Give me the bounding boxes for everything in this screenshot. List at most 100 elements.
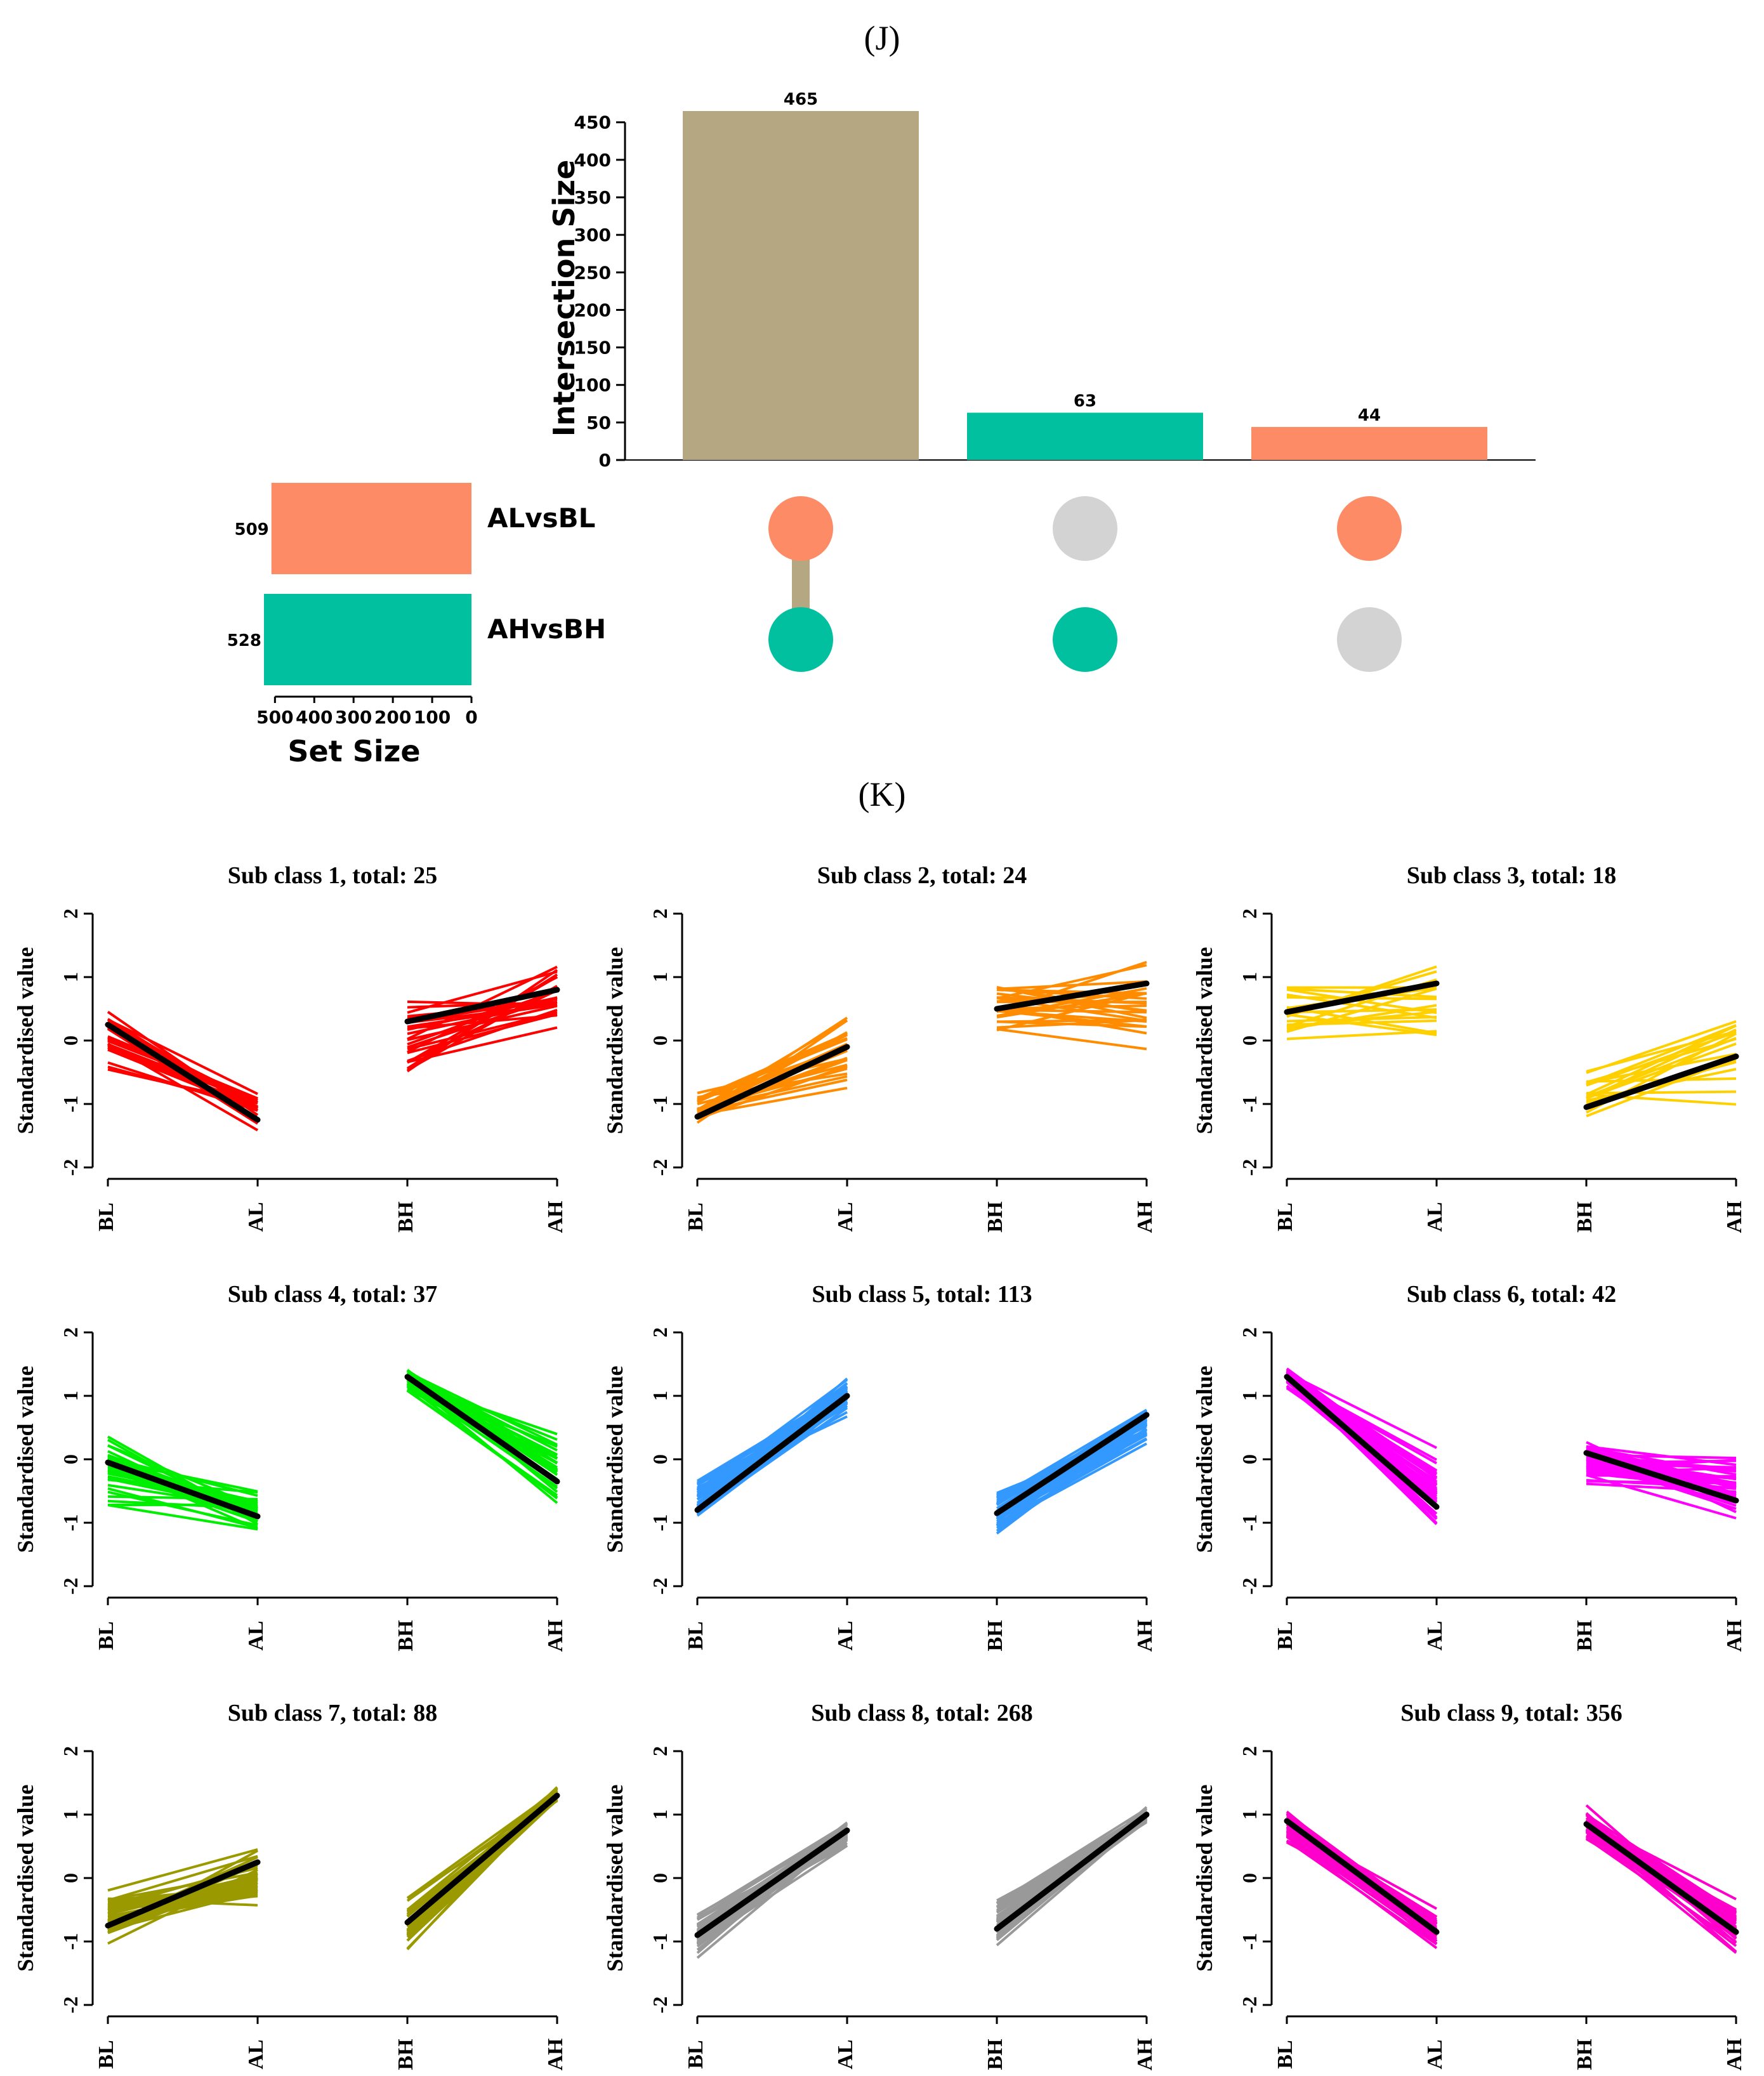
gene-profile-line (407, 1008, 558, 1063)
profile-y-tick-label: 1 (59, 972, 82, 982)
profile-y-tick-label: 2 (1238, 1327, 1261, 1337)
profile-x-tick-label: AL (1423, 1620, 1447, 1650)
profile-x-tick-label: BH (394, 2039, 418, 2070)
profile-x-tick-label: AH (1133, 1620, 1157, 1652)
profile-x-tick-label: AH (1723, 1620, 1746, 1652)
profile-y-tick-label: 1 (1238, 1810, 1261, 1820)
profile-y-tick-label: -2 (648, 1997, 671, 2014)
y-tick-label: 400 (574, 150, 611, 171)
gene-profile-line (406, 1799, 558, 1933)
profile-y-tick-label: -2 (1238, 1578, 1261, 1595)
bar-value-label: 44 (1358, 406, 1381, 425)
profile-x-tick-label: AL (834, 1620, 857, 1650)
mean-profile-line (404, 987, 560, 1025)
gene-profile-line (1286, 1369, 1438, 1501)
set-size-bar (271, 483, 471, 574)
set-size-tick-label: 500 (256, 707, 293, 728)
y-tick-label: 0 (599, 450, 611, 471)
profile-y-tick-label: 1 (1238, 1391, 1261, 1401)
subclass-title: Sub class 8, total: 268 (811, 1700, 1032, 1726)
profile-y-tick-label: 1 (1238, 972, 1261, 982)
gene-profile-line (1586, 1030, 1737, 1073)
gene-profile-line (996, 1812, 1148, 1905)
mean-profile-line (404, 1792, 560, 1926)
gene-profile-line (1286, 1004, 1437, 1031)
gene-profile-line (407, 985, 558, 1072)
y-tick-label: 200 (574, 299, 611, 320)
profile-y-tick-label: -1 (1238, 1096, 1261, 1113)
subclass-title: Sub class 3, total: 18 (1407, 862, 1616, 889)
profile-x-tick-label: BH (1573, 2039, 1596, 2070)
gene-profile-line (696, 1407, 848, 1514)
set-size-tick-label: 400 (296, 707, 332, 728)
set-size-tick-label: 200 (374, 707, 411, 728)
bar-value-label: 63 (1074, 391, 1096, 411)
membership-dot-inactive (1053, 496, 1117, 561)
gene-profile-line (696, 1823, 848, 1917)
profile-y-tick-label: 2 (1238, 1746, 1261, 1756)
mean-profile-line (994, 980, 1150, 1012)
gene-profile-line (107, 1478, 258, 1494)
gene-lines (696, 961, 1147, 1124)
mean-profile-line (1284, 980, 1440, 1015)
profile-y-axis-label: Standardised value (602, 1365, 628, 1553)
profile-y-tick-label: 2 (1238, 909, 1261, 919)
gene-profile-line (696, 1389, 848, 1482)
profile-x-tick-label: BL (684, 2040, 708, 2068)
mean-profile-line (1284, 1818, 1440, 1935)
gene-profile-line (996, 1027, 1147, 1051)
gene-profile-line (107, 1504, 258, 1531)
profile-y-tick-label: -2 (59, 1159, 82, 1176)
gene-profile-line (996, 992, 1147, 1032)
gene-profile-line (107, 1477, 258, 1511)
profile-x-tick-label: BL (1274, 1202, 1297, 1231)
profile-y-tick-label: 0 (1238, 1035, 1261, 1046)
gene-profile-line (406, 1787, 558, 1911)
profile-y-axis-label: Standardised value (1192, 947, 1217, 1134)
gene-profile-line (696, 1382, 848, 1498)
subclass-panel: Sub class 4, total: 37 -2 -1 0 1 2 Standardise… (13, 1281, 567, 1652)
profile-y-tick-label: -2 (59, 1997, 82, 2014)
gene-profile-line (107, 1848, 258, 1892)
y-axis-label: Intersection Size (547, 160, 581, 437)
gene-profile-line (1586, 1090, 1737, 1095)
profile-x-tick-label: AH (1723, 1201, 1746, 1233)
profile-y-tick-label: -2 (648, 1578, 671, 1595)
profile-y-axis-label: Standardised value (13, 1784, 38, 1971)
profile-x-tick-label: AH (1723, 2039, 1746, 2071)
gene-profile-line (996, 1437, 1147, 1520)
profile-y-tick-label: 1 (648, 972, 671, 982)
profile-x-tick-label: AL (834, 2039, 857, 2069)
profile-y-tick-label: 0 (648, 1454, 671, 1464)
profile-y-tick-label: -1 (59, 1096, 82, 1113)
profile-y-tick-label: -1 (648, 1096, 671, 1113)
gene-lines (1286, 965, 1737, 1117)
profile-y-axis-label: Standardised value (1192, 1365, 1217, 1553)
y-tick-label: 50 (586, 412, 611, 433)
profile-x-tick-label: AH (1133, 1201, 1157, 1233)
profile-x-tick-label: BL (95, 1202, 118, 1231)
profile-x-tick-label: AL (1423, 2039, 1447, 2069)
profile-x-tick-label: AL (244, 2039, 268, 2069)
gene-profile-line (1286, 1839, 1438, 1946)
set-size-value-label: 528 (227, 631, 261, 650)
intersection-bar (1251, 426, 1487, 460)
profile-y-tick-label: 1 (648, 1810, 671, 1820)
profile-y-tick-label: 2 (59, 909, 82, 919)
y-tick-label: 250 (574, 262, 611, 283)
gene-profile-line (1586, 1454, 1737, 1471)
gene-lines (696, 1806, 1148, 1959)
profile-y-tick-label: 0 (648, 1873, 671, 1883)
set-name-label: AHvsBH (487, 614, 606, 645)
panel-label-j: (J) (864, 19, 900, 57)
subclass-panel: Sub class 5, total: 113 -2 -1 0 1 2 Standardis… (602, 1281, 1157, 1652)
profile-y-tick-label: -1 (1238, 1514, 1261, 1532)
subclass-title: Sub class 2, total: 24 (817, 862, 1027, 889)
gene-profile-line (1586, 1037, 1737, 1084)
gene-profile-line (107, 1043, 258, 1110)
membership-dot-active (1337, 496, 1402, 561)
profile-x-tick-label: AL (244, 1202, 268, 1232)
gene-profile-line (996, 1020, 1147, 1028)
profile-x-tick-label: AH (1133, 2039, 1157, 2071)
